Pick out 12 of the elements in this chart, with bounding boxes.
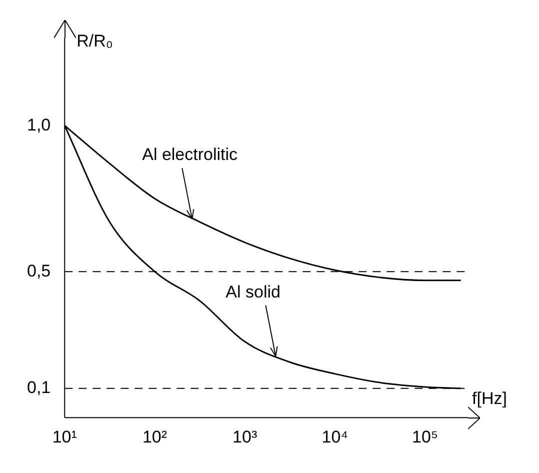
x-tick-label: 10²: [142, 427, 168, 446]
y-axis-title: R/R₀: [76, 32, 113, 51]
x-tick-label: 10⁵: [412, 427, 438, 446]
x-tick-label: 10³: [232, 427, 258, 446]
x-tick-label: 10¹: [52, 427, 78, 446]
annotation: Al electrolitic: [142, 145, 238, 164]
y-tick-label: 1,0: [26, 115, 51, 134]
annotation: Al solid: [226, 282, 280, 302]
x-axis-title: f[Hz]: [472, 388, 507, 408]
x-tick-label: 10⁴: [322, 427, 348, 446]
y-tick-label: 0,1: [26, 378, 51, 398]
y-tick-label: 0,5: [26, 261, 51, 280]
